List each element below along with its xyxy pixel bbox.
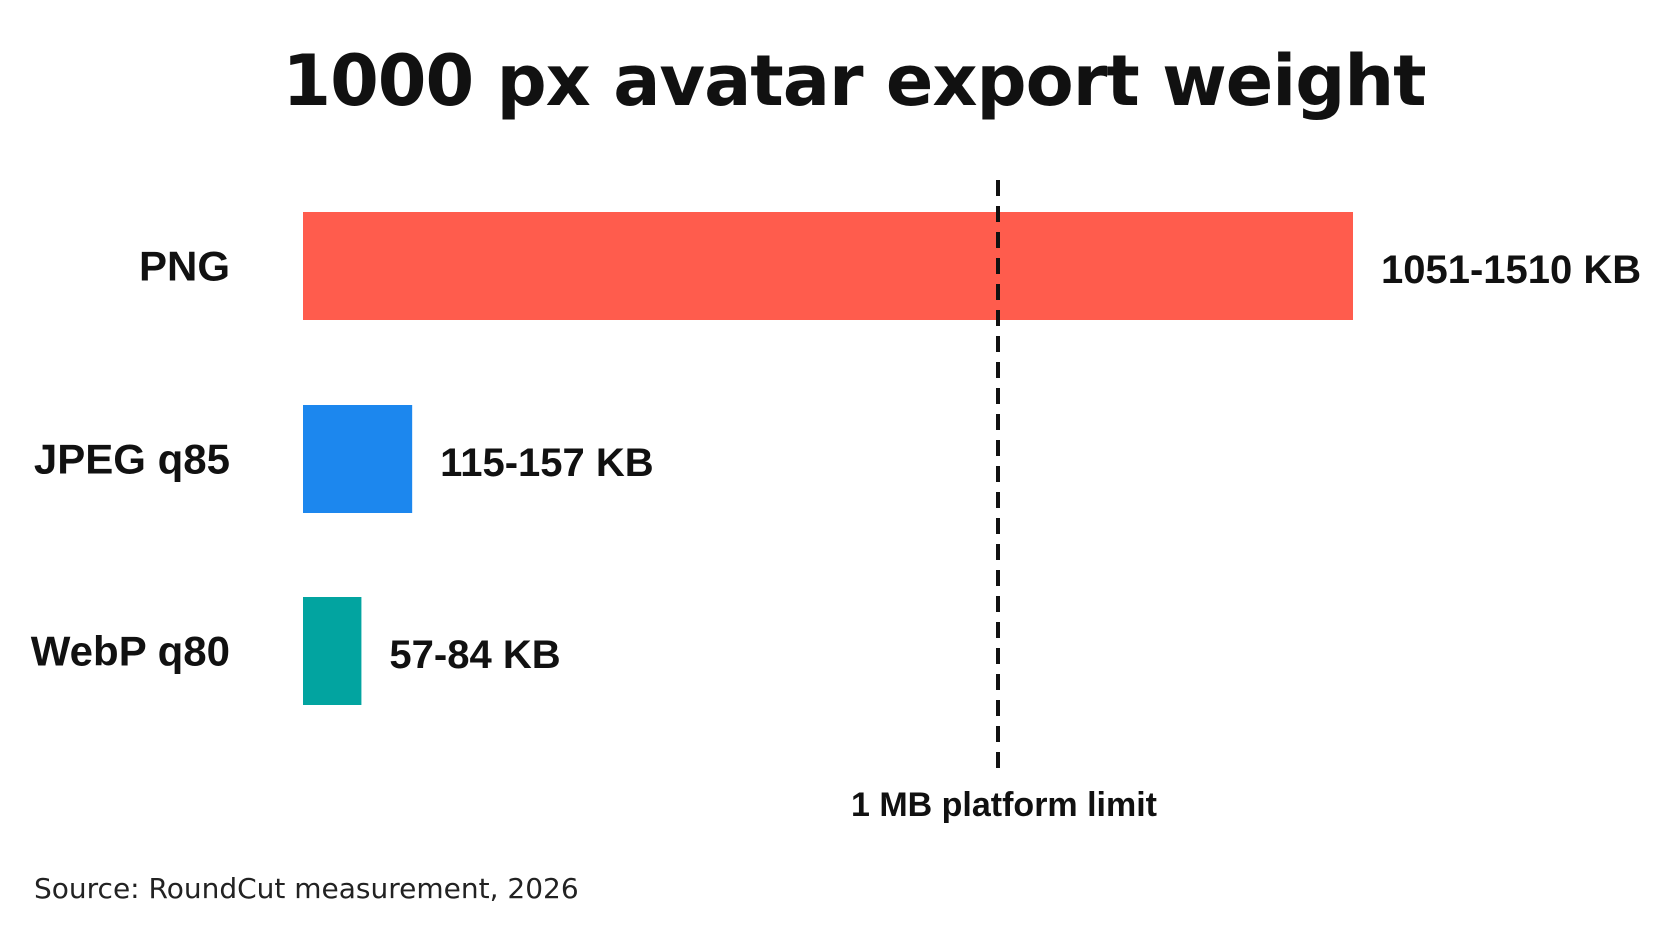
reference-line-label: 1 MB platform limit: [851, 786, 1157, 824]
chart-title: 1000 px avatar export weight: [282, 40, 1426, 122]
bar-jpeg-q85: [303, 405, 413, 513]
source-note: Source: RoundCut measurement, 2026: [34, 872, 579, 905]
value-label: 1051-1510 KB: [1381, 248, 1641, 292]
category-label: JPEG q85: [34, 436, 230, 483]
bars-layer: [303, 212, 1353, 705]
value-label: 115-157 KB: [440, 441, 653, 485]
labels-layer: PNG 1051-1510 KB JPEG q85 115-157 KB WebP q8…: [31, 243, 1641, 825]
bar-webp-q80: [303, 597, 362, 705]
category-label: WebP q80: [31, 628, 230, 675]
value-label: 57-84 KB: [389, 633, 560, 677]
bar-png: [303, 212, 1353, 320]
category-label: PNG: [139, 243, 230, 290]
